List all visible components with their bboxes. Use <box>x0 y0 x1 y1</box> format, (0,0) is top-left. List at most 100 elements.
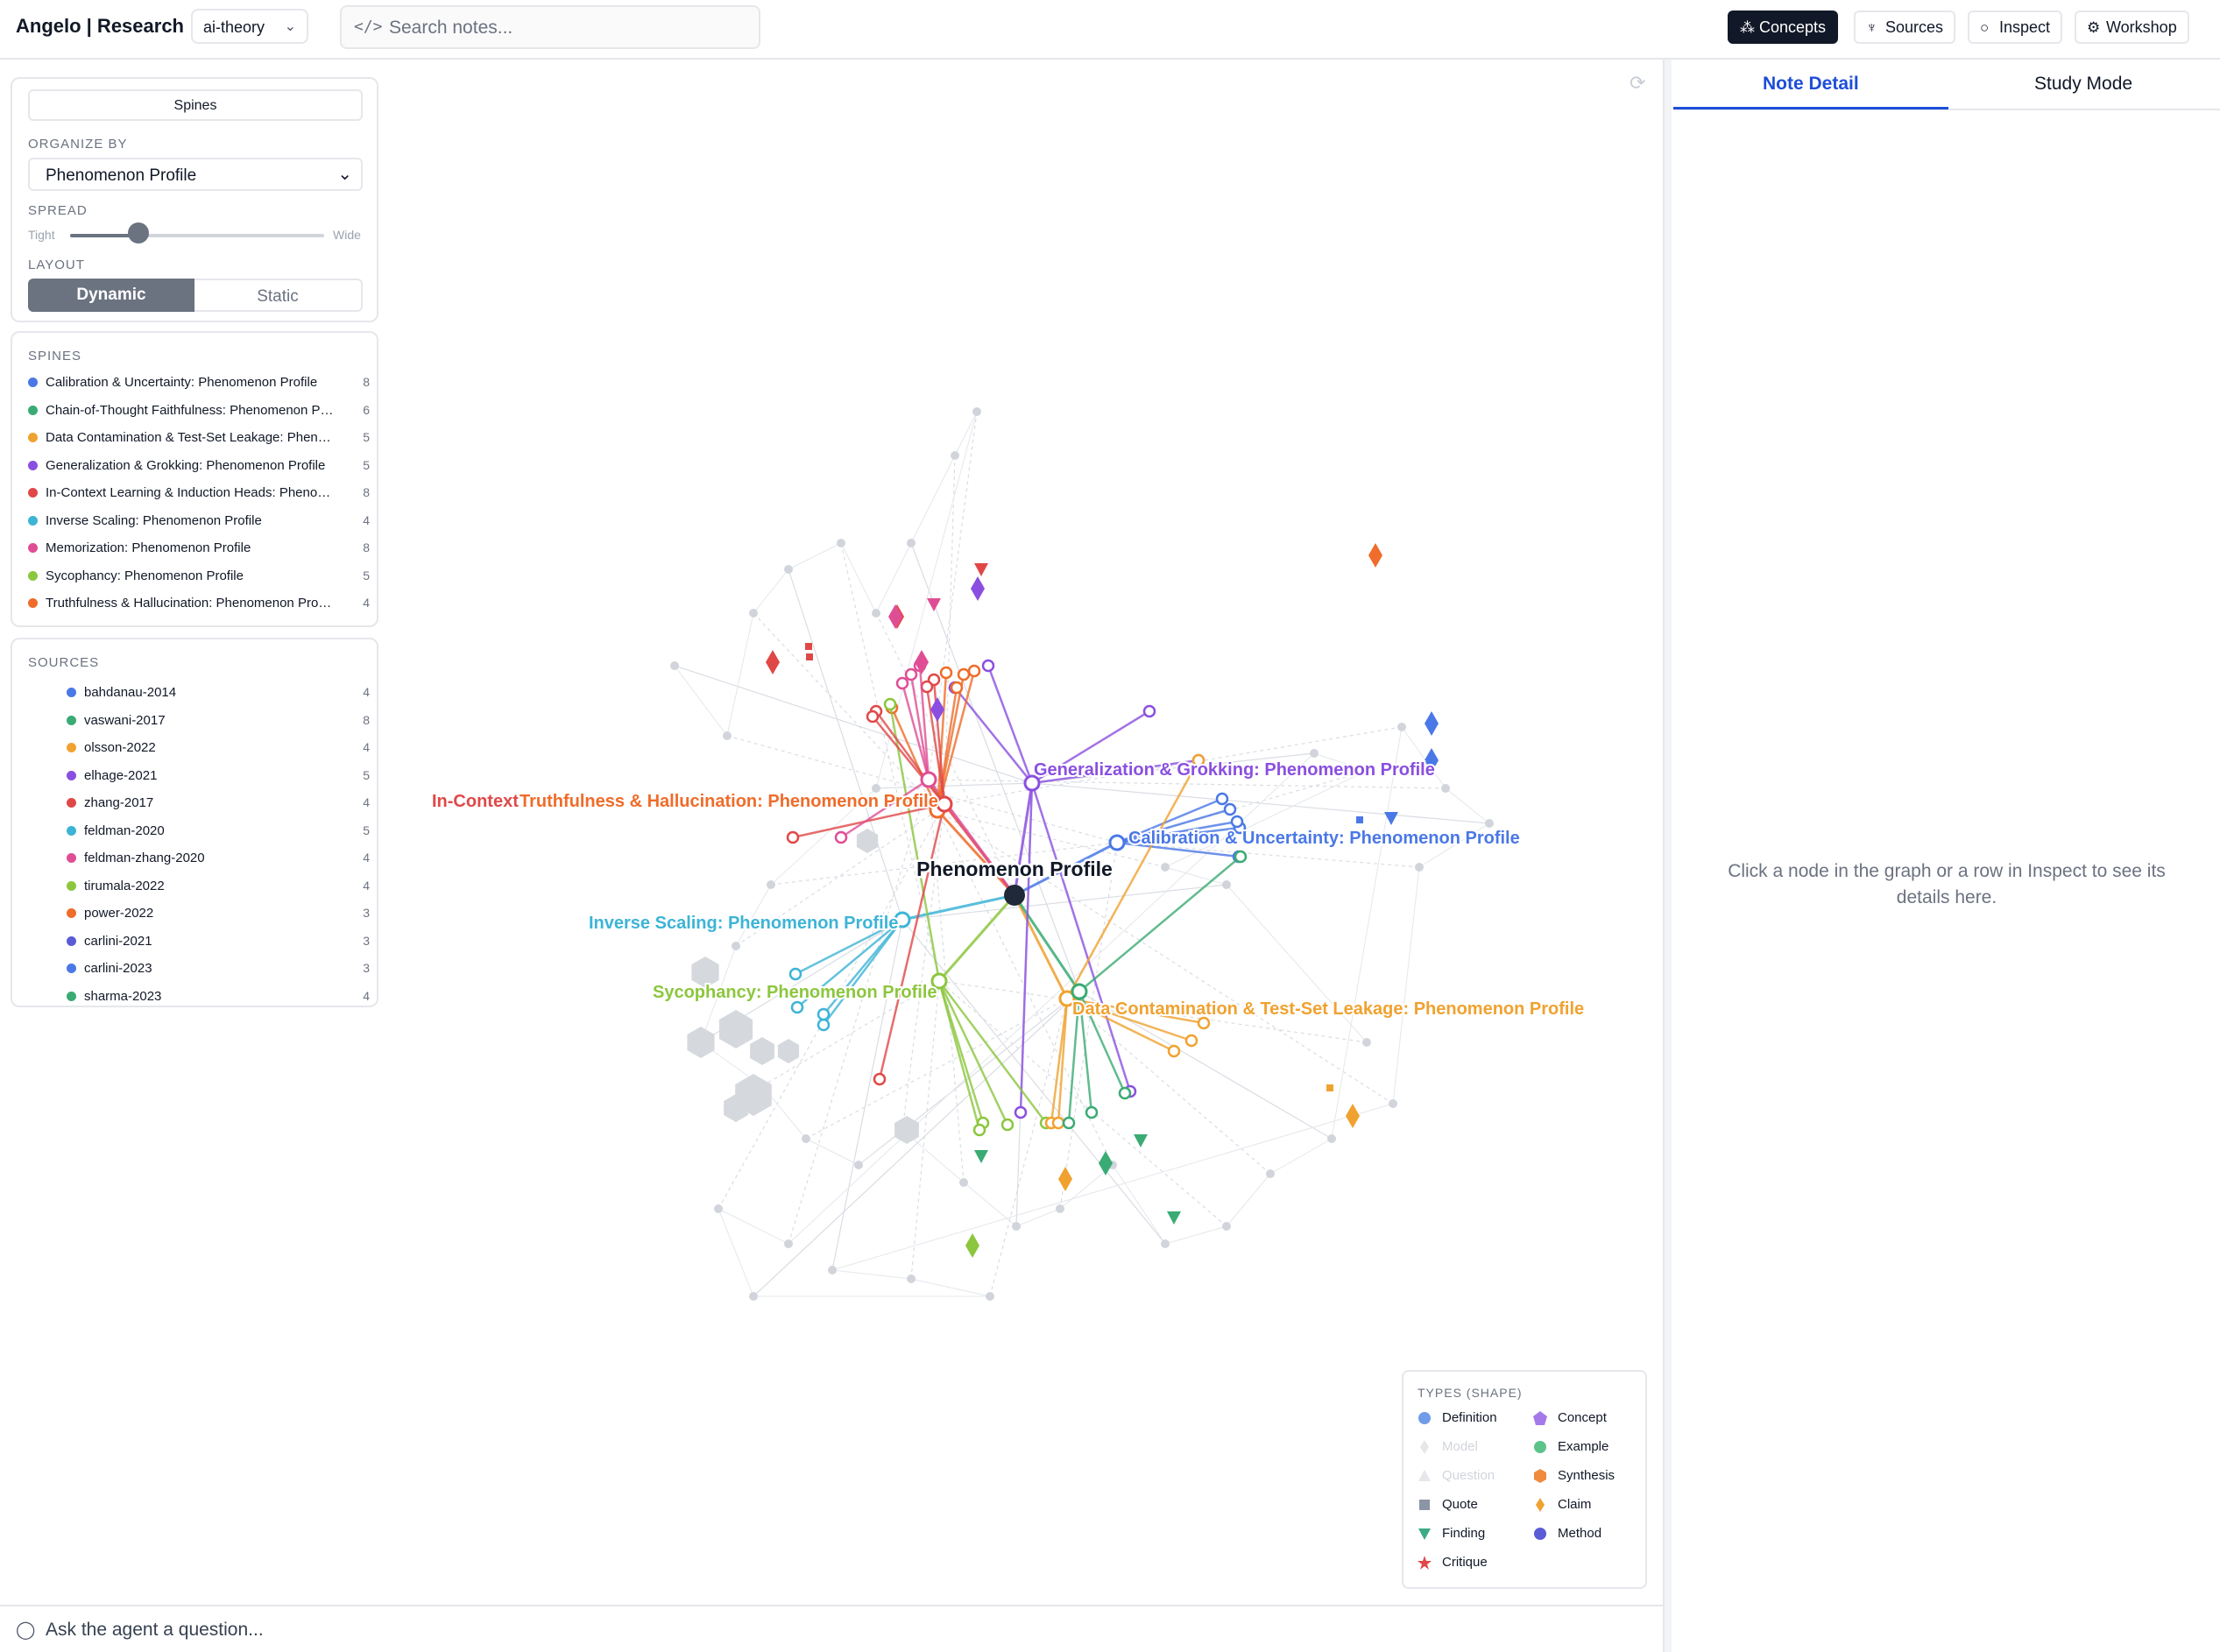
refresh-icon[interactable]: ⟳ <box>1630 72 1646 94</box>
spine-hub-node <box>930 972 948 990</box>
leaf-edge <box>909 674 930 780</box>
source-item[interactable]: sharma-2023 4 <box>28 989 370 1006</box>
source-color-dot <box>67 991 76 1001</box>
nav-workshop[interactable]: ⚙ Workshop <box>2075 11 2189 44</box>
synthesis-hex-node <box>894 1116 919 1144</box>
background-edge <box>1059 842 1118 1210</box>
spine-item[interactable]: Truthfulness & Hallucination: Phenomenon… <box>28 596 370 615</box>
search-bar[interactable]: </> <box>340 5 760 49</box>
background-edge <box>1401 726 1446 789</box>
organize-label: ORGANIZE BY <box>28 137 128 152</box>
spine-item[interactable]: Memorization: Phenomenon Profile 8 <box>28 540 370 560</box>
source-item[interactable]: zhang-2017 4 <box>28 795 370 815</box>
spine-item[interactable]: Generalization & Grokking: Phenomenon Pr… <box>28 458 370 477</box>
claim-diamond-node <box>915 650 929 674</box>
leaf-node <box>834 830 848 844</box>
source-color-dot <box>67 853 76 863</box>
leaf-node <box>967 664 981 678</box>
search-input[interactable] <box>389 16 739 40</box>
spine-item[interactable]: Inverse Scaling: Phenomenon Profile 4 <box>28 513 370 533</box>
source-item[interactable]: carlini-2023 3 <box>28 961 370 980</box>
spine-item-label: Generalization & Grokking: Phenomenon Pr… <box>46 457 326 473</box>
source-item[interactable]: bahdanau-2014 4 <box>28 685 370 704</box>
leaf-edge <box>1065 759 1200 999</box>
background-edge <box>989 998 1068 1297</box>
nav-sources[interactable]: ♆ Sources <box>1854 11 1956 44</box>
tab-divider <box>1673 109 2220 110</box>
source-item[interactable]: elhage-2021 5 <box>28 768 370 787</box>
background-edge <box>753 991 1080 1297</box>
background-edge <box>1066 998 1271 1175</box>
leaf-edge <box>1116 797 1223 844</box>
tab-note-detail[interactable]: Note Detail <box>1763 74 1859 94</box>
background-node <box>1485 819 1494 828</box>
spine-item-label: Chain-of-Thought Faithfulness: Phenomeno… <box>46 402 335 418</box>
nav-concepts[interactable]: ⁂ Concepts <box>1728 11 1839 44</box>
concept-graph[interactable]: Phenomenon Profile Generalization & Grokk… <box>385 61 1665 1603</box>
spine-item-count: 5 <box>363 457 370 472</box>
leaf-edge <box>937 980 981 1131</box>
background-node <box>1389 1099 1397 1108</box>
agent-bar: ◯ <box>0 1605 1663 1652</box>
spine-item-label: Data Contamination & Test-Set Leakage: P… <box>46 430 335 445</box>
leaf-edge <box>954 687 1033 784</box>
sources-panel: SOURCES bahdanau-2014 4 vaswani-2017 8 olsso… <box>11 638 378 1007</box>
background-edge <box>910 980 940 1280</box>
source-item-count: 4 <box>363 878 370 893</box>
leaf-node <box>950 681 964 695</box>
finding-triangle-node <box>1134 1134 1148 1147</box>
leaf-edge <box>1078 856 1241 992</box>
claim-diamond-node <box>1425 748 1439 773</box>
synthesis-hex-node <box>777 1039 800 1063</box>
source-color-dot <box>67 743 76 752</box>
spine-item[interactable]: Sycophancy: Phenomenon Profile 5 <box>28 568 370 588</box>
leaf-edge <box>872 716 945 805</box>
graph-icon: ⁂ <box>1740 19 1755 36</box>
leaf-edge <box>1078 991 1093 1113</box>
background-edge <box>875 542 912 614</box>
agent-question-input[interactable] <box>46 1617 746 1643</box>
source-item[interactable]: carlini-2021 3 <box>28 934 370 953</box>
source-item[interactable]: feldman-zhang-2020 4 <box>28 851 370 870</box>
leaf-edge <box>936 687 958 811</box>
center-label: Phenomenon Profile <box>916 858 1113 880</box>
layout-dynamic-button[interactable]: Dynamic <box>28 279 194 312</box>
claim-diamond-node <box>888 604 902 629</box>
leaf-edge <box>1066 997 1175 1053</box>
background-edge <box>1331 726 1403 1140</box>
spine-item[interactable]: In-Context Learning & Induction Heads: P… <box>28 485 370 505</box>
search-icon: ○ <box>1980 19 1990 36</box>
background-edge <box>840 542 940 982</box>
leaf-node <box>981 659 995 673</box>
source-item[interactable]: tirumala-2022 4 <box>28 879 370 898</box>
source-item[interactable]: feldman-2020 5 <box>28 823 370 843</box>
source-item[interactable]: power-2022 3 <box>28 906 370 925</box>
source-color-dot <box>67 770 76 780</box>
background-edge <box>938 980 1368 1043</box>
source-item-label: feldman-2020 <box>84 822 165 838</box>
source-item[interactable]: vaswani-2017 8 <box>28 713 370 732</box>
source-item[interactable]: olsson-2022 4 <box>28 740 370 759</box>
source-color-dot <box>67 880 76 891</box>
workspace-select[interactable]: ai-theory ⌄ <box>191 9 308 44</box>
tab-study-mode[interactable]: Study Mode <box>2034 74 2133 94</box>
background-edge <box>761 980 940 1087</box>
nav-inspect[interactable]: ○ Inspect <box>1968 11 2063 44</box>
spine-item[interactable]: Data Contamination & Test-Set Leakage: P… <box>28 430 370 449</box>
legend-item-label: Definition <box>1442 1410 1497 1425</box>
source-color-dot <box>67 935 76 946</box>
spine-edge <box>1014 841 1118 897</box>
spread-slider-track[interactable] <box>70 234 324 237</box>
spines-button[interactable]: Spines <box>28 89 363 121</box>
leaf-node <box>1062 1116 1076 1130</box>
background-edge <box>674 665 1033 784</box>
spine-item-count: 8 <box>363 540 370 554</box>
organize-select[interactable]: Phenomenon Profile ⌄ <box>28 158 363 191</box>
spread-slider-thumb[interactable] <box>128 222 150 244</box>
layout-static-button[interactable]: Static <box>194 279 363 312</box>
spine-item[interactable]: Chain-of-Thought Faithfulness: Phenomeno… <box>28 403 370 422</box>
background-node <box>723 731 732 740</box>
background-edge <box>788 752 1315 1245</box>
spine-item[interactable]: Calibration & Uncertainty: Phenomenon Pr… <box>28 375 370 394</box>
panel-divider[interactable] <box>1663 60 1672 1652</box>
